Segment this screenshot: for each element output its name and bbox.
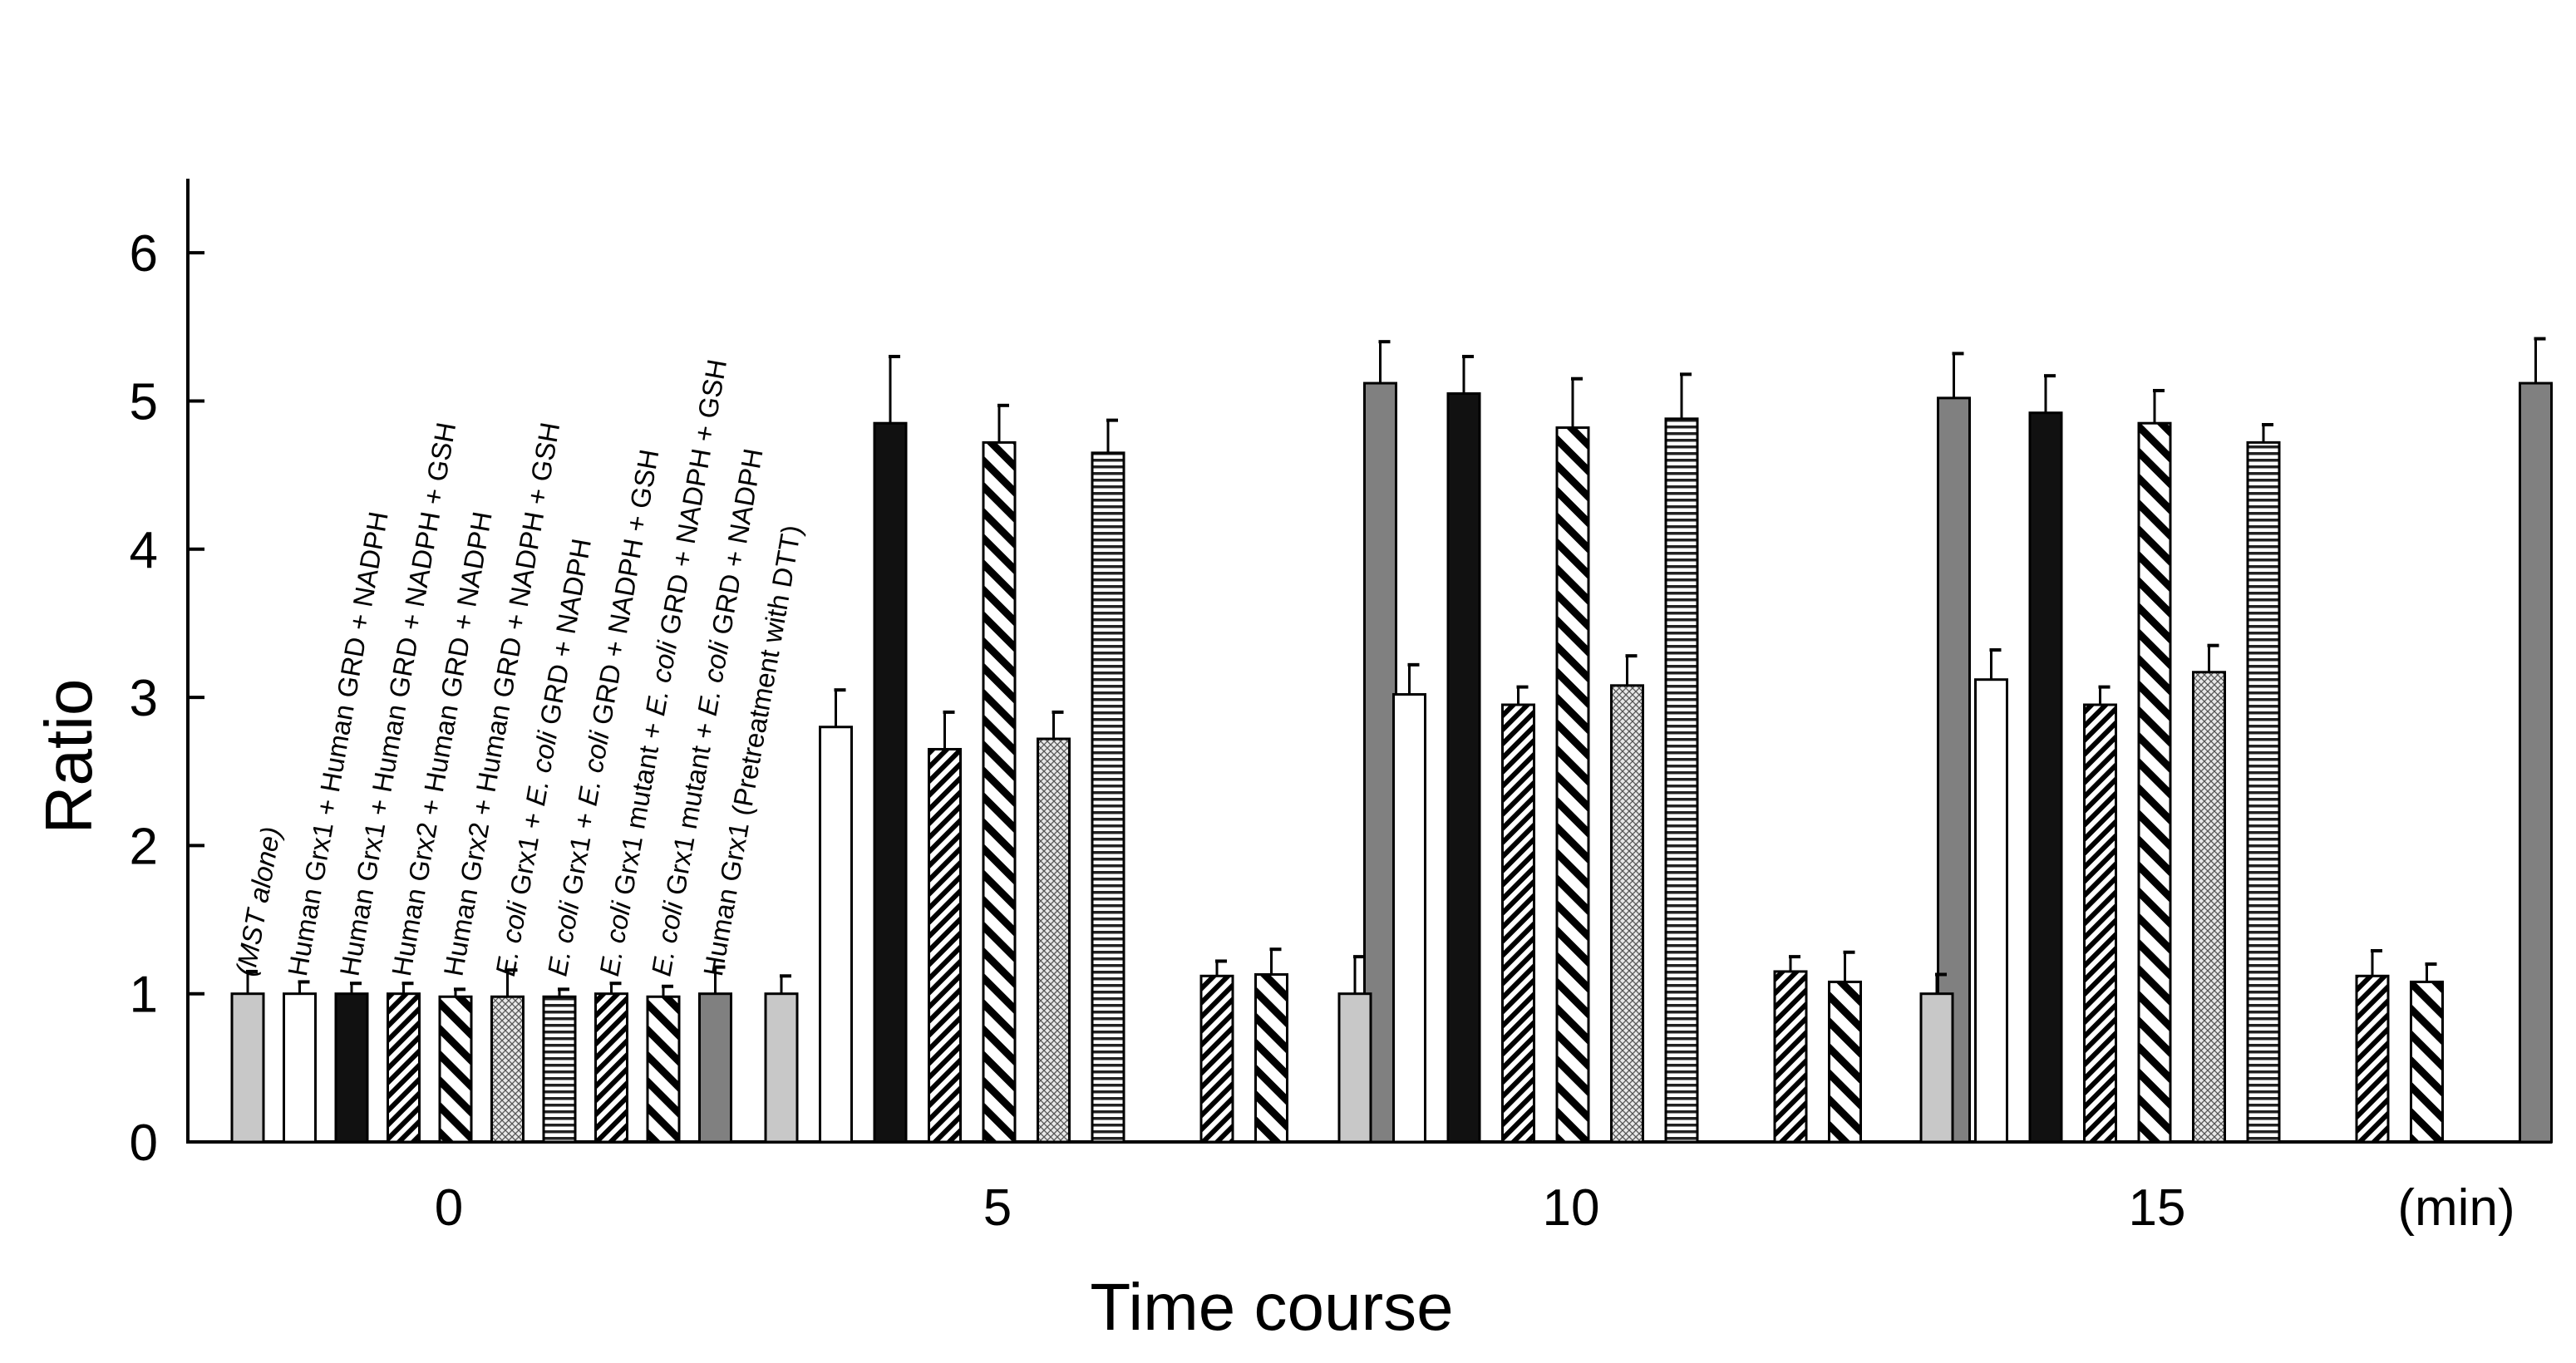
x-tick-label: 10 [1543,1179,1600,1237]
y-axis-ticks: 0 1 2 3 4 5 6 [130,225,204,1172]
bar-5-t0 [438,995,473,1144]
bar-10-t0 [698,992,732,1144]
x-axis-tick-labels: 0 5 10 15 [435,1179,2186,1237]
bar-1-t0 [230,992,265,1144]
bar-4-t5 [928,747,962,1144]
bar-1-t10 [1337,992,1372,1144]
bar-1-t5 [764,992,799,1144]
bar-6-t5 [1037,737,1071,1144]
bar-2-t0 [283,992,317,1144]
bar-8-t0 [594,992,628,1144]
bar-6-t10 [1610,684,1644,1144]
bar-9-t10 [1828,980,1862,1144]
bar-3-t15 [2028,411,2063,1144]
x-axis-title: Time course [1090,1270,1453,1344]
bar-6-t15 [2192,671,2226,1144]
bar-7-t10 [1664,417,1699,1144]
x-tick-label: 0 [435,1179,463,1237]
bar-5-t15 [2137,421,2172,1144]
bar-5-t5 [982,440,1017,1144]
bar-7-t0 [542,995,577,1144]
bar-9-t5 [1254,973,1288,1144]
y-tick-label: 5 [130,373,158,431]
bar-10-t15 [2519,381,2553,1144]
y-tick-label: 0 [130,1115,158,1172]
y-tick-label: 3 [130,670,158,727]
y-tick-label: 4 [130,522,158,579]
x-tick-label: 15 [2129,1179,2186,1237]
bar-2-t15 [1974,678,2008,1144]
bar-7-t5 [1091,451,1125,1144]
y-tick-label: 2 [130,818,158,875]
bar-3-t0 [334,992,369,1144]
bar-4-t10 [1501,703,1535,1144]
bar-5-t10 [1555,426,1590,1144]
x-tick-label: 5 [983,1179,1012,1237]
x-axis-unit-label: (min) [2397,1179,2514,1237]
y-tick-label: 6 [130,225,158,283]
bar-8-t5 [1199,974,1234,1144]
y-tick-label: 1 [130,967,158,1024]
bar-8-t10 [1773,970,1808,1144]
bar-8-t15 [2355,974,2390,1144]
y-axis-title: Ratio [32,679,106,834]
bar-series-group [230,337,2553,1144]
bar-9-t15 [2410,980,2444,1144]
bar-2-t5 [819,726,853,1144]
legend-label-1: (MST alone) [229,824,286,978]
rotated-legend: (MST alone)Human Grx1 + Human GRD + NADP… [229,357,806,978]
bar-6-t0 [490,995,525,1144]
bar-7-t15 [2246,440,2281,1144]
bar-1-t15 [1919,992,1954,1144]
bar-3-t10 [1446,392,1481,1144]
bar-4-t0 [387,992,421,1144]
bar-9-t0 [646,995,681,1144]
bar-2-t10 [1392,693,1426,1144]
bar-3-t5 [873,421,908,1144]
bar-4-t15 [2083,703,2117,1144]
